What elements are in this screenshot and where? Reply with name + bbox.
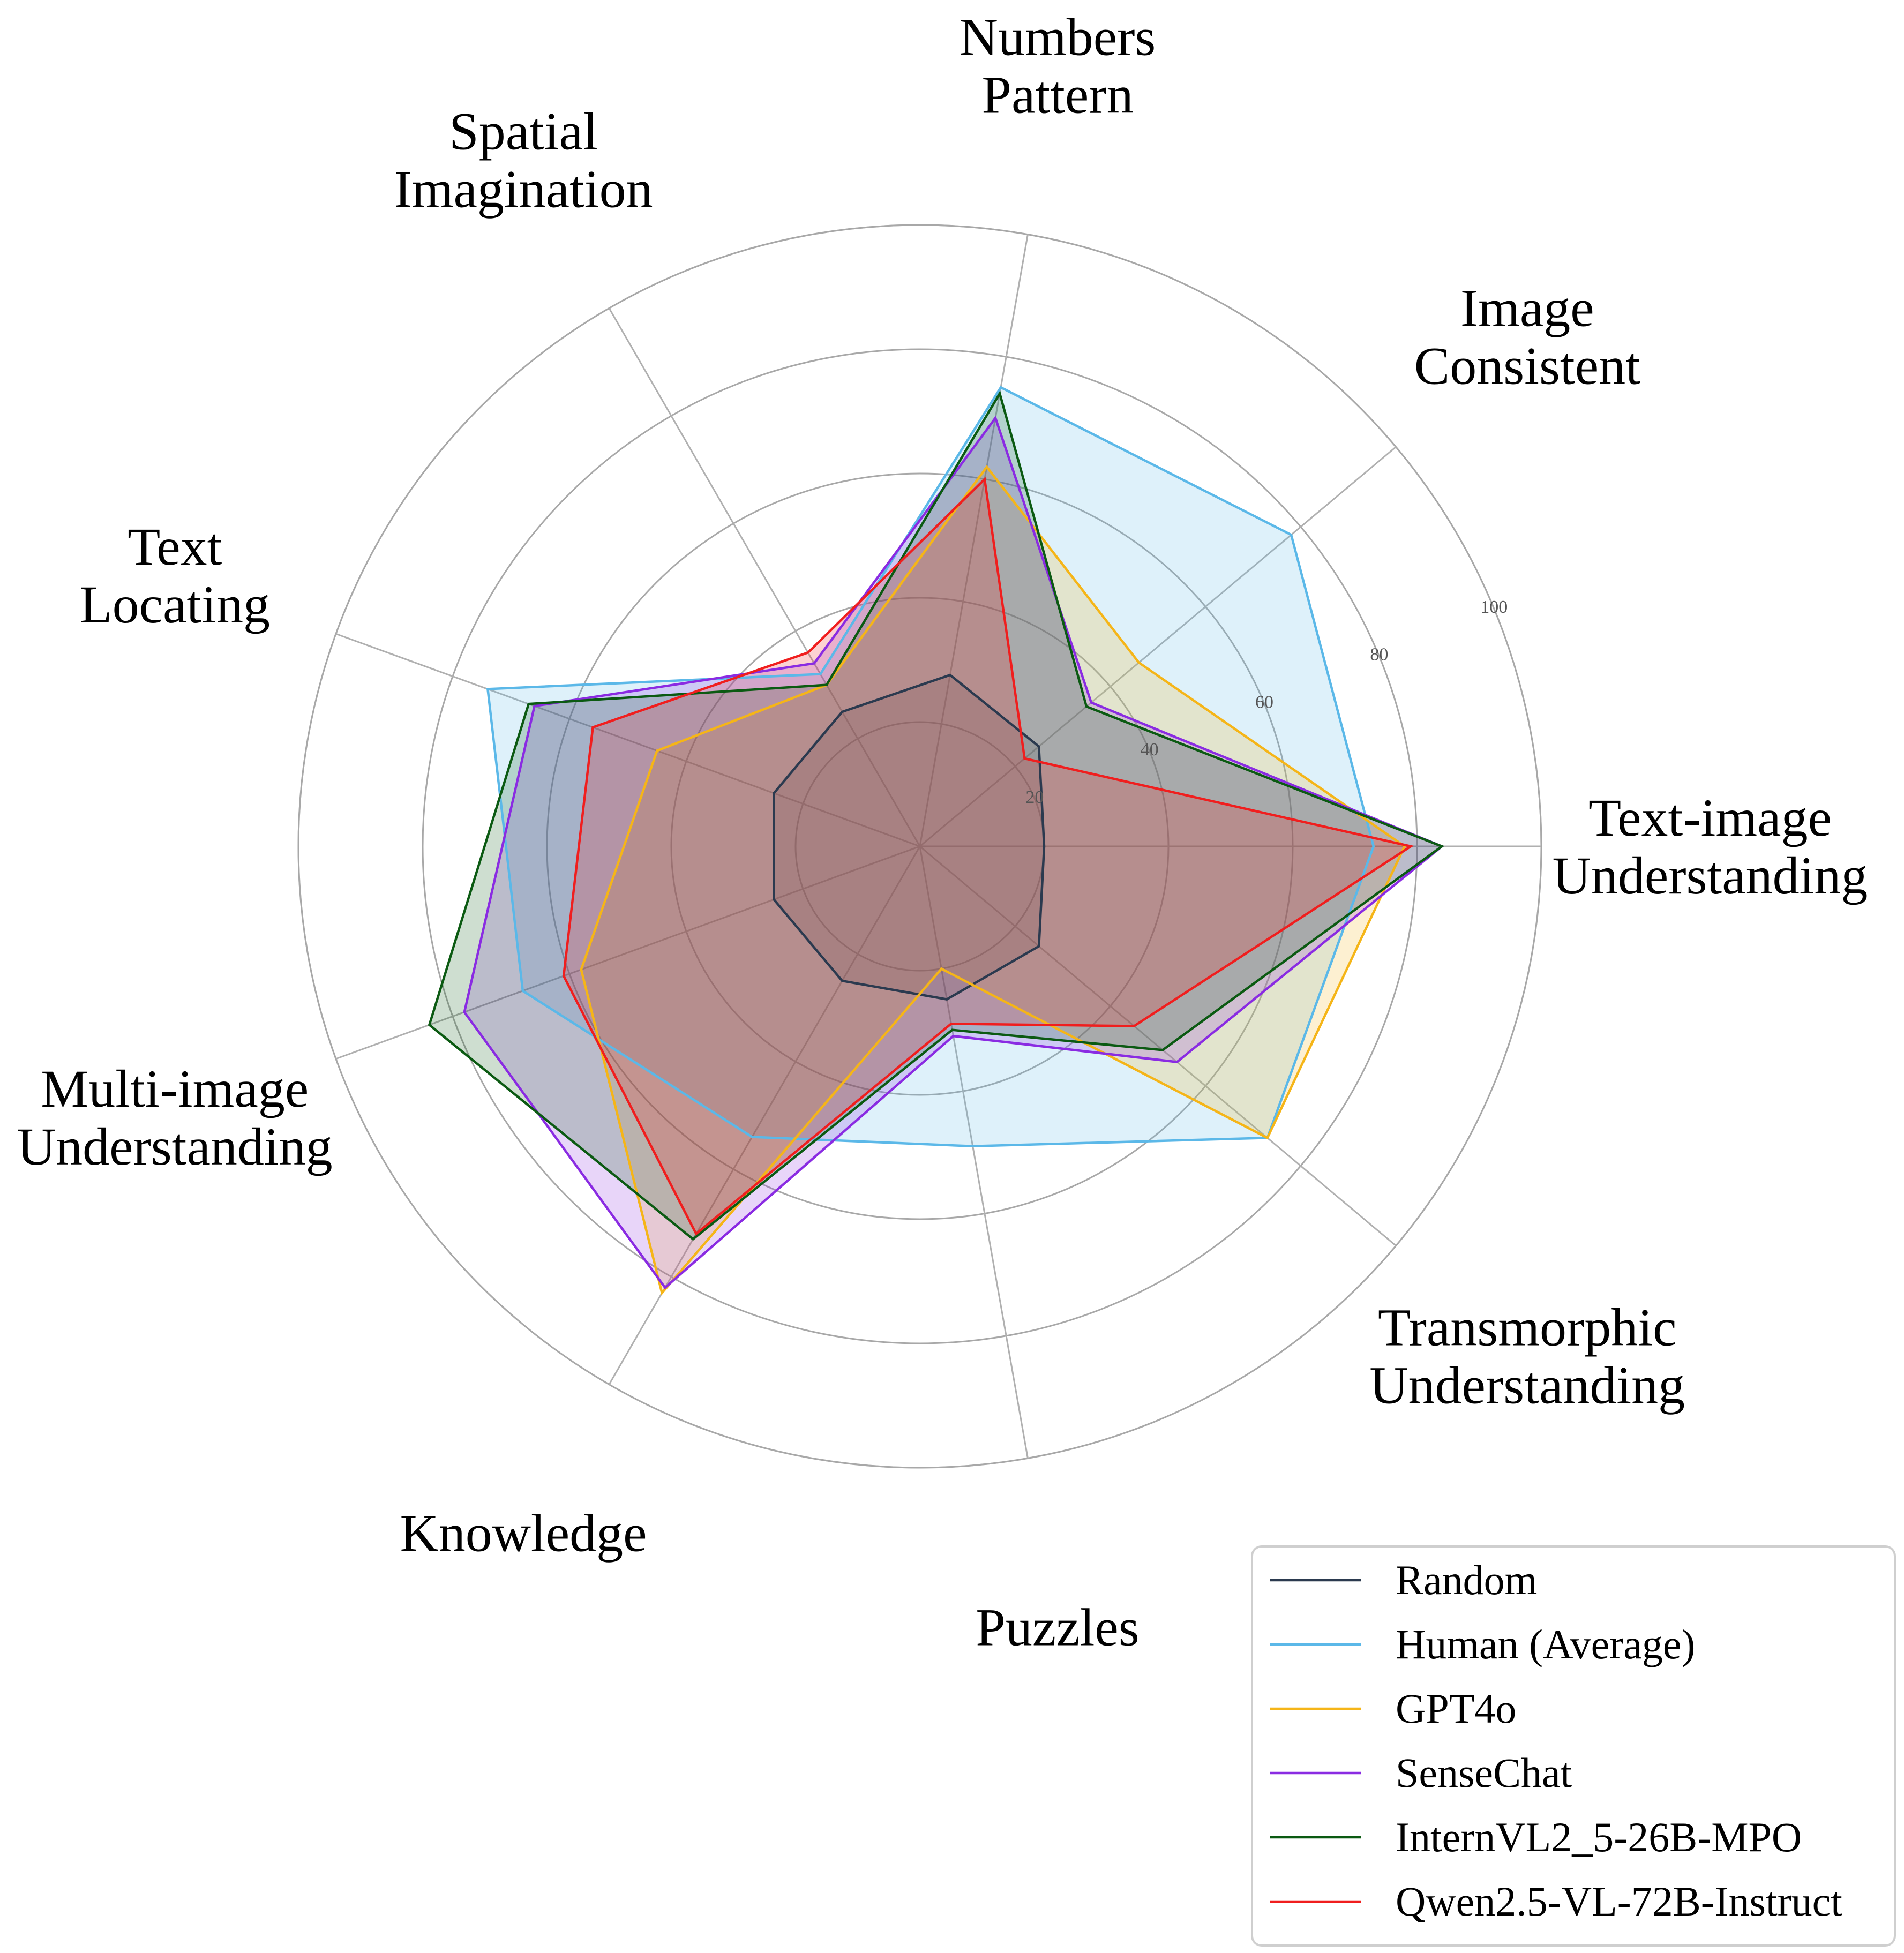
spoke-puzzles: [919, 846, 1029, 1459]
axis-label-line: Consistent: [1414, 336, 1640, 396]
axis-label-puzzles: Puzzles: [976, 1598, 1139, 1657]
spoke-transmorphic-understanding: [919, 845, 1397, 1246]
series-area-random: [774, 675, 1044, 1000]
axis-label-line: Spatial: [449, 101, 598, 161]
tick-label-80: 80: [1370, 645, 1388, 665]
legend-label-qwen2-5-vl-72b-instruct: Qwen2.5-VL-72B-Instruct: [1396, 1878, 1842, 1925]
axis-label-image-consistent: Image Consistent: [1414, 279, 1640, 396]
spoke-text-locating: [335, 633, 920, 847]
axis-label-line: Imagination: [394, 159, 653, 219]
axis-label-spatial-imagination: Spatial Imagination: [394, 101, 653, 219]
legend-label-sensechat: SenseChat: [1396, 1749, 1572, 1796]
series-line-sensechat: [463, 415, 1444, 1290]
spoke-spatial-imagination: [608, 307, 921, 847]
axis-label-line: Image: [1460, 279, 1594, 338]
legend: Random Human (Average) GPT4o SenseChat Inter…: [1251, 1545, 1896, 1947]
tick-label-60: 60: [1255, 692, 1273, 712]
axis-label-line: Locating: [80, 575, 270, 634]
tick-label-20: 20: [1025, 787, 1044, 807]
axis-label-line: Understanding: [1369, 1355, 1685, 1415]
series-line-qwen2-5-vl-72b-instruct: [562, 476, 1414, 1236]
series-area-internvl2-5-26b-mpo: [429, 393, 1442, 1240]
series-fills: [429, 387, 1442, 1293]
series-line-human-average: [486, 386, 1375, 1148]
series-area-gpt4o: [581, 467, 1405, 1293]
axis-label-line: Puzzles: [976, 1598, 1139, 1657]
series-line-internvl2-5-26b-mpo: [428, 390, 1445, 1241]
axis-label-line: Text-image: [1588, 788, 1832, 847]
axis-label-numbers-pattern: Numbers Pattern: [960, 7, 1156, 124]
axis-label-line: Pattern: [981, 65, 1133, 124]
axis-label-line: Understanding: [1553, 846, 1868, 905]
axis-label-multi-image-understanding: Multi-image Understanding: [17, 1059, 333, 1176]
axis-label-line: Transmorphic: [1378, 1297, 1676, 1357]
axis-label-line: Text: [128, 517, 222, 576]
series-area-sensechat: [464, 418, 1442, 1288]
series-area-human-average: [488, 387, 1374, 1146]
legend-label-internvl2-5-26b-mpo: InternVL2_5-26B-MPO: [1396, 1814, 1802, 1860]
axis-label-text-locating: Text Locating: [80, 517, 270, 634]
axis-label-line: Multi-image: [41, 1059, 309, 1118]
spoke-multi-image-understanding: [335, 845, 920, 1060]
axis-label-text-image-understanding: Text-image Understanding: [1553, 788, 1868, 905]
series-area-qwen2-5-vl-72b-instruct: [564, 479, 1411, 1234]
legend-label-gpt4o: GPT4o: [1396, 1685, 1516, 1732]
tick-label-40: 40: [1141, 740, 1159, 760]
legend-label-random: Random: [1396, 1557, 1537, 1603]
spoke-knowledge: [608, 846, 921, 1385]
radar-grid: [297, 224, 1542, 1469]
legend-label-human-average: Human (Average): [1396, 1621, 1695, 1667]
axis-label-line: Numbers: [960, 7, 1156, 66]
radial-tick-labels: 20 40 60 80 100: [1025, 597, 1508, 807]
spoke-image-consistent: [919, 446, 1397, 847]
axis-label-line: Knowledge: [400, 1504, 647, 1563]
spoke-numbers-pattern: [919, 234, 1029, 847]
legend-box: [1251, 1545, 1896, 1947]
axis-label-line: Understanding: [17, 1117, 333, 1176]
series-lines: [428, 386, 1445, 1296]
axis-label-knowledge: Knowledge: [400, 1504, 647, 1563]
series-line-random: [773, 673, 1046, 1001]
tick-label-100: 100: [1480, 597, 1508, 617]
axis-label-transmorphic-understanding: Transmorphic Understanding: [1369, 1297, 1685, 1415]
